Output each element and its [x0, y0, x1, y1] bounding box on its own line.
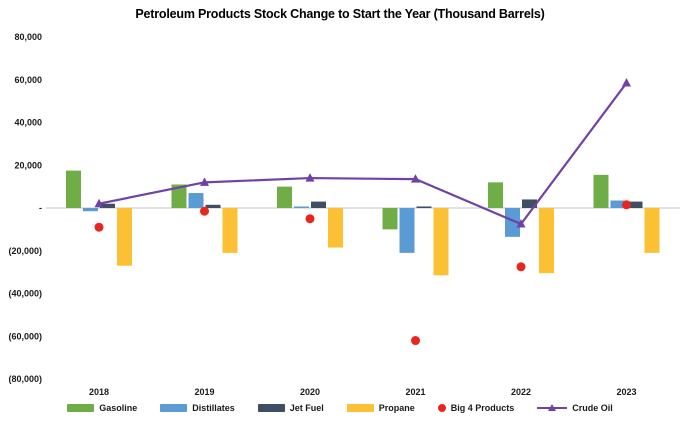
- legend-label-big-4-products: Big 4 Products: [450, 403, 515, 413]
- y-axis-tick-label: (20,000): [8, 246, 42, 256]
- point-big-4-products-2021: [411, 336, 420, 346]
- bar-gasoline-2020: [277, 186, 292, 208]
- legend-item-crude-oil: Crude Oil: [537, 403, 613, 413]
- legend-item-propane: Propane: [346, 403, 415, 413]
- legend-label-jet-fuel: Jet Fuel: [289, 403, 324, 413]
- y-axis-tick-label: 40,000: [14, 118, 42, 128]
- legend-item-distillates: Distillates: [160, 403, 235, 413]
- bar-gasoline-2018: [66, 170, 81, 208]
- legend-swatch-gasoline-icon: [67, 404, 95, 412]
- bar-propane-2022: [539, 208, 554, 274]
- x-axis-label-2021: 2021: [405, 387, 425, 397]
- bar-propane-2019: [222, 208, 238, 253]
- legend-item-jet-fuel: Jet Fuel: [257, 403, 324, 413]
- y-axis-tick-label: (80,000): [8, 374, 42, 384]
- marker-crude-oil-2020: [305, 173, 315, 182]
- bar-propane-2020: [328, 208, 343, 248]
- marker-crude-oil-2022: [516, 219, 526, 228]
- bar-gasoline-2021: [382, 208, 398, 230]
- point-big-4-products-2023: [622, 200, 631, 210]
- bar-gasoline-2019: [171, 184, 187, 208]
- bar-jet-fuel-2023: [627, 201, 643, 208]
- legend-item-big-4-products: Big 4 Products: [437, 403, 515, 413]
- point-big-4-products-2018: [94, 222, 104, 232]
- legend-label-crude-oil: Crude Oil: [572, 403, 613, 413]
- marker-crude-oil-2023: [622, 77, 631, 87]
- bar-distillates-2020: [294, 206, 309, 208]
- legend-triangle-icon: [548, 404, 557, 411]
- legend-swatch-crude-oil-icon: [537, 403, 568, 413]
- bar-propane-2023: [644, 208, 660, 253]
- y-axis-tick-label: 20,000: [14, 160, 42, 170]
- legend-swatch-propane-icon: [346, 404, 374, 412]
- y-axis-tick-label: 80,000: [14, 32, 42, 42]
- x-axis-label-2019: 2019: [194, 387, 214, 397]
- bar-jet-fuel-2022: [522, 199, 537, 208]
- bar-jet-fuel-2018: [100, 203, 115, 208]
- chart-title: Petroleum Products Stock Change to Start…: [135, 7, 545, 21]
- bar-jet-fuel-2019: [205, 204, 221, 208]
- legend: Gasoline Distillates Jet Fuel Propane Big 4 …: [0, 403, 680, 413]
- x-axis-label-2018: 2018: [89, 387, 109, 397]
- bar-gasoline-2022: [488, 182, 503, 208]
- marker-crude-oil-2021: [411, 174, 420, 183]
- bar-propane-2018: [117, 208, 132, 266]
- x-axis-label-2020: 2020: [300, 387, 320, 397]
- x-axis-label-2022: 2022: [511, 387, 531, 397]
- legend-swatch-jet-fuel-icon: [257, 404, 285, 412]
- line-crude-oil: [98, 82, 628, 226]
- bar-distillates-2022: [505, 208, 520, 237]
- point-big-4-products-2022: [516, 262, 526, 272]
- bar-distillates-2019: [188, 193, 204, 208]
- y-axis-tick-label: -: [39, 203, 42, 213]
- legend-label-propane: Propane: [378, 403, 415, 413]
- y-axis-tick-label: (40,000): [8, 289, 42, 299]
- legend-label-distillates: Distillates: [192, 403, 235, 413]
- y-axis-tick-label: (60,000): [8, 331, 42, 341]
- bar-distillates-2018: [83, 208, 98, 212]
- bar-distillates-2021: [399, 208, 415, 253]
- point-big-4-products-2019: [200, 206, 209, 216]
- bar-gasoline-2023: [593, 174, 609, 208]
- marker-crude-oil-2019: [200, 177, 209, 186]
- point-big-4-products-2020: [305, 214, 315, 224]
- legend-label-gasoline: Gasoline: [99, 403, 138, 413]
- y-axis-tick-label: 60,000: [14, 75, 42, 85]
- legend-item-gasoline: Gasoline: [67, 403, 137, 413]
- legend-swatch-big-4-products-icon: [437, 404, 446, 412]
- marker-crude-oil-2018: [94, 198, 104, 208]
- bar-jet-fuel-2020: [311, 201, 326, 208]
- bar-jet-fuel-2021: [416, 206, 432, 208]
- bar-propane-2021: [433, 208, 449, 276]
- bar-distillates-2023: [610, 200, 626, 208]
- x-axis-label-2023: 2023: [616, 387, 636, 397]
- legend-swatch-distillates-icon: [160, 404, 188, 412]
